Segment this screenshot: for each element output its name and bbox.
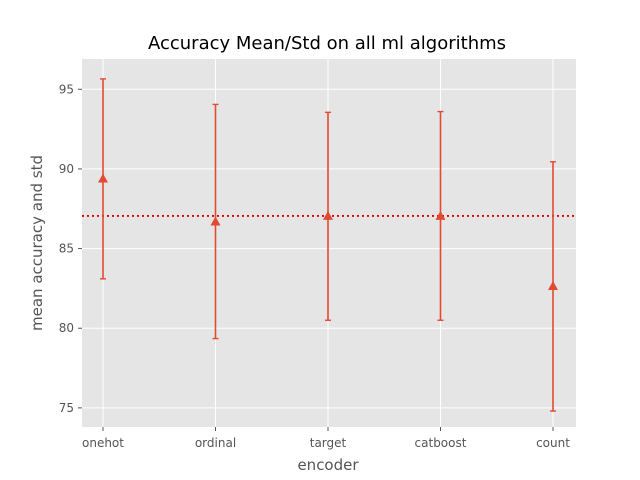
data-point-marker [548, 281, 558, 291]
y-axis-label: mean accuracy and std [28, 155, 46, 331]
x-tick-label: ordinal [195, 436, 236, 450]
y-tick-label: 85 [59, 242, 74, 256]
data-point-marker [323, 210, 333, 220]
y-tick-label: 95 [59, 82, 74, 96]
data-point-marker [98, 173, 108, 183]
x-tick-label: onehot [82, 436, 124, 450]
tick-labels: 75 80 85 90 95 onehot ordinal target catboost cou… [59, 82, 571, 450]
y-tick-label: 90 [59, 162, 74, 176]
x-tick-label: count [536, 436, 570, 450]
x-axis-label: encoder [297, 456, 359, 474]
x-tick-label: catboost [415, 436, 467, 450]
y-tick-label: 75 [59, 401, 74, 415]
chart-title: Accuracy Mean/Std on all ml algorithms [148, 33, 506, 54]
data-point-marker [435, 210, 446, 220]
data-layer [98, 78, 558, 412]
data-point-marker [210, 216, 221, 226]
x-tick-label: target [310, 436, 347, 450]
plot-area [82, 59, 576, 427]
y-tick-label: 80 [59, 321, 74, 335]
